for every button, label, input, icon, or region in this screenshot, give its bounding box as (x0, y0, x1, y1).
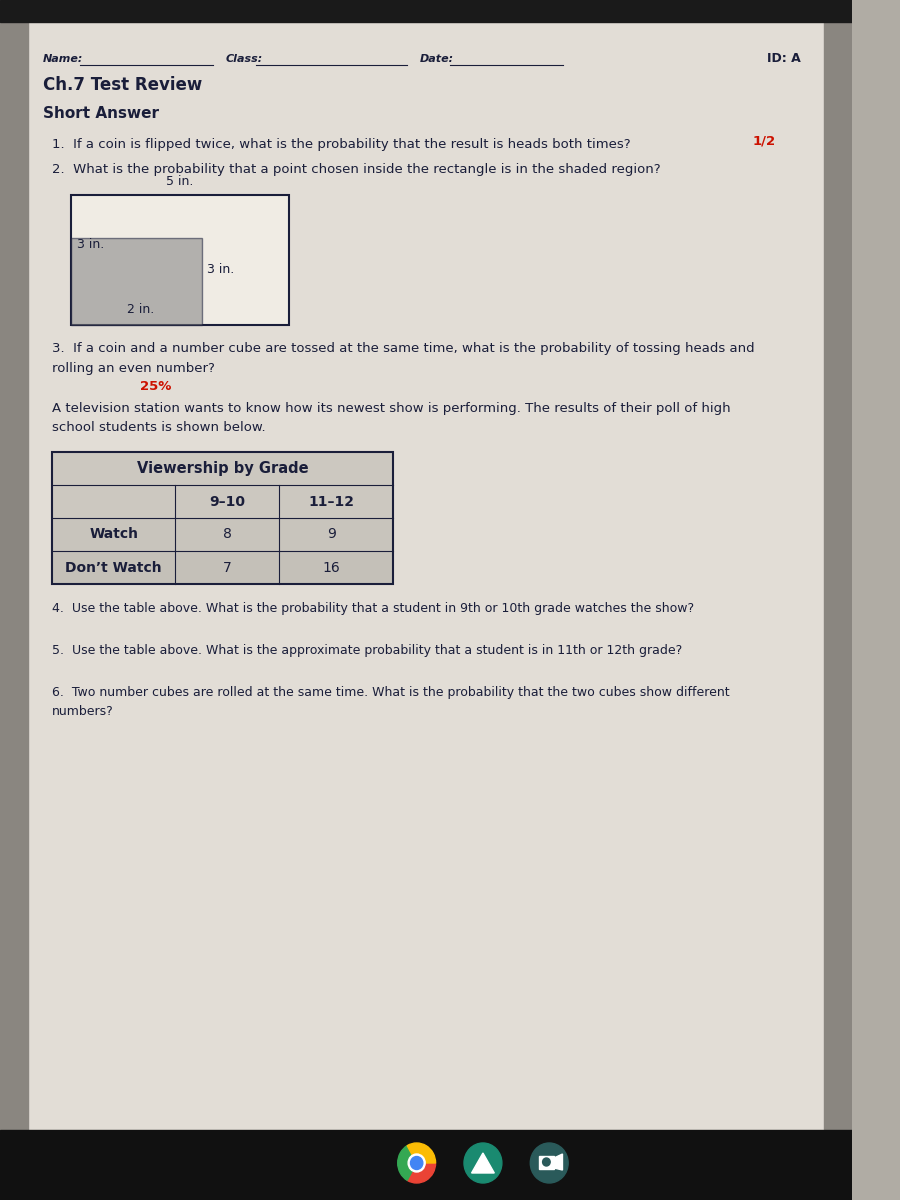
Bar (52, 452, 393, 584)
Bar (71, 239, 202, 325)
Wedge shape (407, 1163, 436, 1183)
Text: 5 in.: 5 in. (166, 175, 194, 188)
Text: 11–12: 11–12 (309, 494, 355, 509)
Bar (0, 1130, 852, 1200)
Bar (52, 518, 393, 551)
Text: 3 in.: 3 in. (76, 239, 104, 251)
Text: 1/2: 1/2 (752, 134, 776, 146)
Text: 2 in.: 2 in. (127, 302, 154, 316)
Bar (824, 22, 852, 1130)
Text: Don’t Watch: Don’t Watch (66, 560, 162, 575)
Text: 9–10: 9–10 (210, 494, 246, 509)
Text: Name:: Name: (42, 54, 83, 64)
Text: Short Answer: Short Answer (42, 106, 158, 121)
Text: 3 in.: 3 in. (207, 263, 235, 276)
Text: 7: 7 (223, 560, 231, 575)
Text: 8: 8 (223, 528, 231, 541)
Text: Ch.7 Test Review: Ch.7 Test Review (42, 76, 202, 94)
Text: 1.  If a coin is flipped twice, what is the probability that the result is heads: 1. If a coin is flipped twice, what is t… (52, 138, 631, 151)
Text: 4.  Use the table above. What is the probability that a student in 9th or 10th g: 4. Use the table above. What is the prob… (52, 602, 694, 614)
Bar (52, 452, 393, 485)
Polygon shape (554, 1154, 562, 1170)
Bar (52, 551, 393, 584)
Circle shape (543, 1158, 550, 1166)
Text: 6.  Two number cubes are rolled at the same time. What is the probability that t: 6. Two number cubes are rolled at the sa… (52, 686, 730, 698)
Bar (52, 485, 393, 518)
Text: school students is shown below.: school students is shown below. (52, 421, 266, 434)
Text: rolling an even number?: rolling an even number? (52, 362, 215, 374)
Text: 2.  What is the probability that a point chosen inside the rectangle is in the s: 2. What is the probability that a point … (52, 163, 661, 176)
Text: Watch: Watch (89, 528, 138, 541)
Wedge shape (398, 1146, 417, 1181)
Text: 9: 9 (327, 528, 336, 541)
Circle shape (464, 1142, 502, 1183)
Text: 5.  Use the table above. What is the approximate probability that a student is i: 5. Use the table above. What is the appr… (52, 644, 682, 658)
Text: 25%: 25% (140, 380, 172, 392)
Text: numbers?: numbers? (52, 704, 113, 718)
Text: ID: A: ID: A (767, 52, 801, 65)
Circle shape (530, 1142, 568, 1183)
Bar (71, 194, 289, 325)
Text: 3.  If a coin and a number cube are tossed at the same time, what is the probabi: 3. If a coin and a number cube are tosse… (52, 342, 755, 355)
Bar (0, 22, 29, 1130)
Text: 16: 16 (322, 560, 340, 575)
Text: Date:: Date: (419, 54, 454, 64)
Bar (0, 0, 852, 22)
Text: Viewership by Grade: Viewership by Grade (137, 461, 309, 476)
Polygon shape (472, 1153, 494, 1174)
Wedge shape (407, 1142, 436, 1163)
Text: Class:: Class: (225, 54, 263, 64)
Circle shape (410, 1157, 423, 1170)
Circle shape (408, 1154, 425, 1172)
Bar (539, 1156, 554, 1169)
Text: A television station wants to know how its newest show is performing. The result: A television station wants to know how i… (52, 402, 731, 415)
